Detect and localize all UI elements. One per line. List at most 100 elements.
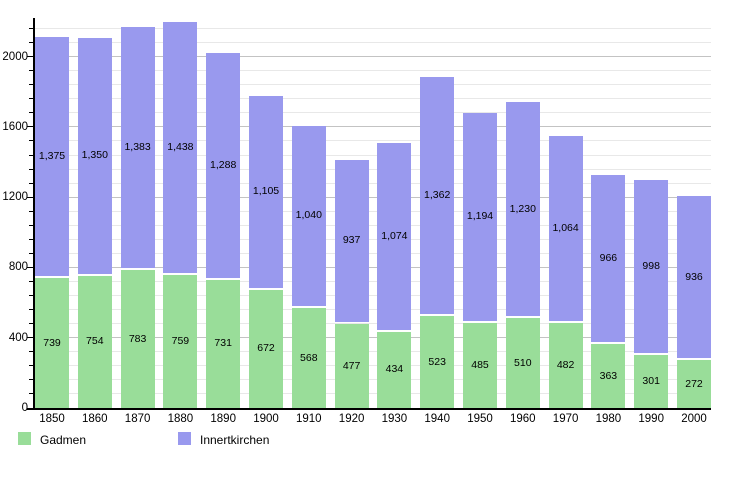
x-axis-label: 1900	[253, 413, 279, 425]
x-axis-label: 1870	[124, 413, 151, 425]
gridline	[34, 295, 711, 297]
gridline	[34, 126, 711, 128]
bar-value-label-gadmen: 510	[514, 356, 532, 369]
y-axis-label: 2000	[2, 50, 28, 63]
bar-value-label-innertkirchen: 1,064	[552, 222, 579, 235]
bar-value-label-gadmen: 272	[685, 377, 703, 390]
y-tick	[29, 112, 34, 114]
y-tick	[29, 379, 34, 381]
y-tick	[29, 323, 34, 325]
bar-segment-gadmen	[334, 324, 369, 408]
bar-segment-gadmen	[634, 355, 669, 408]
bar-segment-gadmen	[206, 279, 241, 408]
bar-segment-gadmen	[420, 316, 455, 408]
bar-value-label-innertkirchen: 1,375	[38, 149, 66, 162]
bar-segment-innertkirchen	[677, 195, 711, 359]
legend-label-gadmen: Gadmen	[40, 433, 87, 447]
y-tick	[27, 56, 34, 58]
bar-segment-innertkirchen	[206, 53, 241, 278]
gridline	[34, 224, 711, 226]
gridline	[34, 309, 711, 311]
x-axis-label: 1880	[167, 413, 194, 425]
gridline	[34, 196, 711, 198]
legend-label-innertkirchen: Innertkirchen	[200, 433, 270, 447]
y-tick	[27, 126, 34, 128]
bar-segment-gadmen	[505, 318, 540, 408]
bar-value-label-gadmen: 568	[300, 351, 318, 364]
x-axis-label: 1990	[638, 413, 664, 425]
y-tick	[29, 42, 34, 44]
bar-segment-innertkirchen	[291, 125, 326, 307]
gridline	[34, 84, 711, 86]
bar-value-label-gadmen: 739	[43, 336, 61, 349]
gadmen-color-swatch	[18, 432, 31, 445]
bar-value-label-innertkirchen: 1,362	[424, 188, 451, 201]
y-tick	[29, 351, 34, 353]
y-axis-label: 0	[21, 402, 28, 414]
y-tick	[27, 196, 34, 198]
y-tick	[29, 98, 34, 100]
x-axis-label: 1960	[510, 413, 536, 425]
bar-segment-innertkirchen	[634, 179, 669, 354]
bar-value-label-gadmen: 434	[385, 363, 404, 376]
bar-segment-innertkirchen	[420, 76, 455, 315]
bar-value-label-innertkirchen: 1,350	[81, 149, 108, 162]
x-axis-label: 1850	[39, 413, 65, 425]
bar-value-label-innertkirchen: 1,074	[381, 229, 408, 242]
x-axis-label: 2000	[681, 413, 707, 425]
gridline	[34, 238, 711, 240]
bar-value-label-gadmen: 485	[471, 358, 489, 371]
y-tick	[29, 295, 34, 297]
bar-value-label-innertkirchen: 998	[642, 259, 660, 272]
gridline	[34, 281, 711, 282]
bar-value-label-gadmen: 523	[428, 355, 446, 368]
y-tick	[29, 140, 34, 142]
plot-area: 0 400 800 1200 1600 2000 1,375 739 1850 1,350 754 1…	[2, 18, 711, 425]
bar-value-label-gadmen: 477	[342, 359, 361, 372]
bar-segment-gadmen	[249, 289, 283, 408]
x-axis-label: 1920	[338, 413, 365, 425]
y-tick	[29, 154, 34, 156]
bar-segment-innertkirchen	[77, 38, 112, 274]
y-tick	[29, 252, 34, 254]
gridline	[34, 112, 711, 114]
bar-value-label-gadmen: 363	[599, 369, 618, 382]
gridline	[34, 266, 711, 268]
bar-value-label-innertkirchen: 1,288	[210, 158, 237, 171]
bar-segment-gadmen	[163, 274, 198, 408]
bar-segment-innertkirchen	[249, 95, 283, 288]
gridline	[34, 252, 711, 254]
bar-value-label-innertkirchen: 1,105	[252, 185, 280, 198]
bar-segment-innertkirchen	[548, 136, 583, 322]
bar-value-label-gadmen: 759	[171, 334, 190, 347]
bar-segment-gadmen	[463, 322, 497, 408]
bar-value-label-gadmen: 301	[642, 375, 660, 388]
y-tick	[29, 224, 34, 226]
bar-value-label-gadmen: 672	[257, 342, 275, 355]
x-axis-label: 1980	[595, 413, 622, 425]
x-axis-label: 1950	[467, 413, 493, 425]
x-axis-label: 1940	[424, 413, 450, 425]
y-tick	[29, 281, 34, 282]
bar-value-label-innertkirchen: 1,230	[509, 202, 536, 215]
bar-segment-innertkirchen	[463, 113, 497, 321]
bar-segment-gadmen	[35, 278, 69, 408]
bar-value-label-gadmen: 482	[556, 359, 575, 372]
bar-value-label-innertkirchen: 936	[685, 270, 703, 283]
gridline	[34, 323, 711, 325]
y-tick	[29, 70, 34, 72]
gridline	[34, 154, 711, 156]
y-axis	[33, 18, 35, 410]
y-tick	[29, 309, 34, 311]
x-axis-label: 1970	[552, 413, 579, 425]
gridline	[34, 42, 711, 44]
x-axis-label: 1910	[296, 413, 322, 425]
x-axis-label: 1930	[381, 413, 408, 425]
gridline	[34, 365, 711, 367]
y-tick	[29, 365, 34, 367]
gridline	[34, 337, 711, 339]
bar-segment-innertkirchen	[163, 22, 198, 273]
gridline	[34, 182, 711, 184]
bar-segment-gadmen	[377, 331, 412, 408]
chart-legend: Gadmen Innertkirchen	[0, 432, 745, 447]
